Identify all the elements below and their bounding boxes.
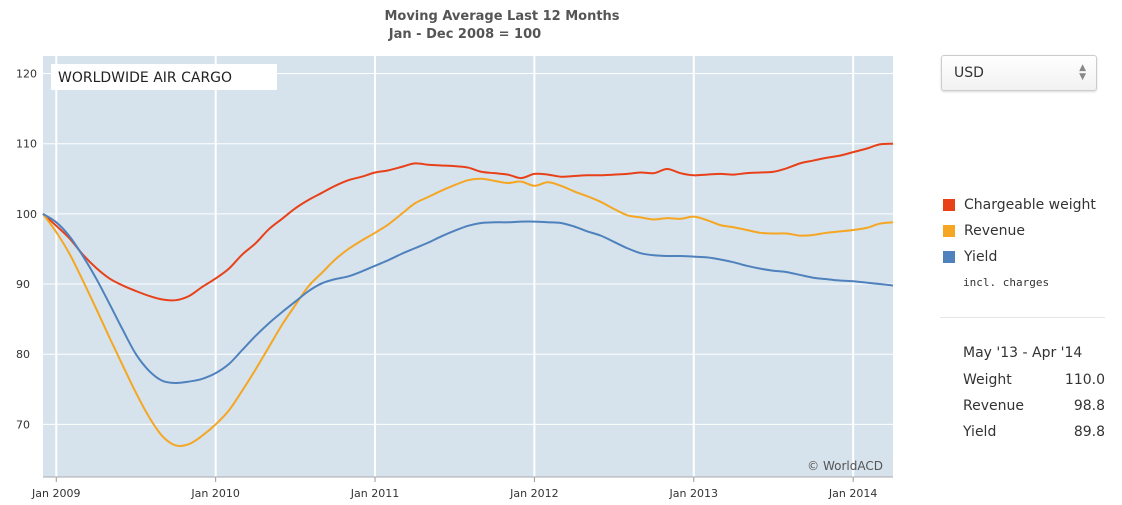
legend-item-yield[interactable]: Yield — [943, 244, 1096, 270]
x-tick-label: Jan 2014 — [828, 487, 877, 500]
currency-select[interactable]: USD ▲ ▼ — [941, 55, 1097, 91]
y-tick-label: 90 — [16, 278, 30, 291]
x-tick-label: Jan 2013 — [669, 487, 718, 500]
summary-row-weight: Weight 110.0 — [963, 367, 1105, 393]
summary-value: 89.8 — [1073, 424, 1105, 440]
legend-swatch — [943, 199, 955, 211]
legend-item-chargeable-weight[interactable]: Chargeable weight — [943, 192, 1096, 218]
legend-note: incl. charges — [963, 276, 1050, 289]
summary-label: Weight — [963, 372, 1012, 388]
y-tick-label: 100 — [16, 208, 37, 221]
summary-value: 98.8 — [1073, 398, 1105, 414]
select-arrows-icon: ▲ ▼ — [1079, 63, 1086, 82]
summary-label: Revenue — [963, 398, 1024, 414]
series-line-yield — [42, 213, 894, 384]
x-tick-label: Jan 2010 — [190, 487, 239, 500]
series-lines — [42, 142, 894, 447]
legend-swatch — [943, 251, 955, 263]
panel-label: WORLDWIDE AIR CARGO — [58, 70, 232, 86]
series-line-revenue — [42, 177, 894, 447]
watermark: © WorldACD — [807, 459, 883, 473]
legend-label: Chargeable weight — [964, 197, 1096, 213]
summary-row-revenue: Revenue 98.8 — [963, 393, 1105, 419]
x-tick-label: Jan 2011 — [350, 487, 399, 500]
divider — [940, 317, 1105, 318]
legend-label: Revenue — [964, 223, 1025, 239]
x-tick-label: Jan 2009 — [31, 487, 80, 500]
summary-value: 110.0 — [1064, 372, 1105, 388]
summary-panel: May '13 - Apr '14 Weight 110.0 Revenue 9… — [963, 345, 1105, 445]
y-tick-label: 80 — [16, 348, 30, 361]
y-tick-label: 120 — [16, 68, 37, 81]
series-line-chargeable-weight — [42, 142, 894, 302]
x-tick-label: Jan 2012 — [509, 487, 558, 500]
line-chart: Moving Average Last 12 Months Jan - Dec … — [16, 9, 894, 500]
legend: Chargeable weight Revenue Yield incl. ch… — [943, 192, 1096, 289]
legend-item-revenue[interactable]: Revenue — [943, 218, 1096, 244]
currency-select-value: USD — [954, 65, 984, 81]
summary-row-yield: Yield 89.8 — [963, 419, 1105, 445]
chart-subtitle: Jan - Dec 2008 = 100 — [388, 27, 541, 42]
axes: 70 80 90 100 110 120 Jan 2009 Jan 2010 Jan 2011 J… — [16, 68, 893, 500]
panel-label-box — [51, 64, 277, 90]
summary-period: May '13 - Apr '14 — [963, 345, 1083, 361]
y-tick-label: 110 — [16, 138, 37, 151]
summary-label: Yield — [963, 424, 997, 440]
y-tick-label: 70 — [16, 418, 30, 431]
legend-label: Yield — [964, 249, 998, 265]
chart-title: Moving Average Last 12 Months — [384, 9, 619, 24]
plot-area — [43, 56, 893, 477]
legend-swatch — [943, 225, 955, 237]
